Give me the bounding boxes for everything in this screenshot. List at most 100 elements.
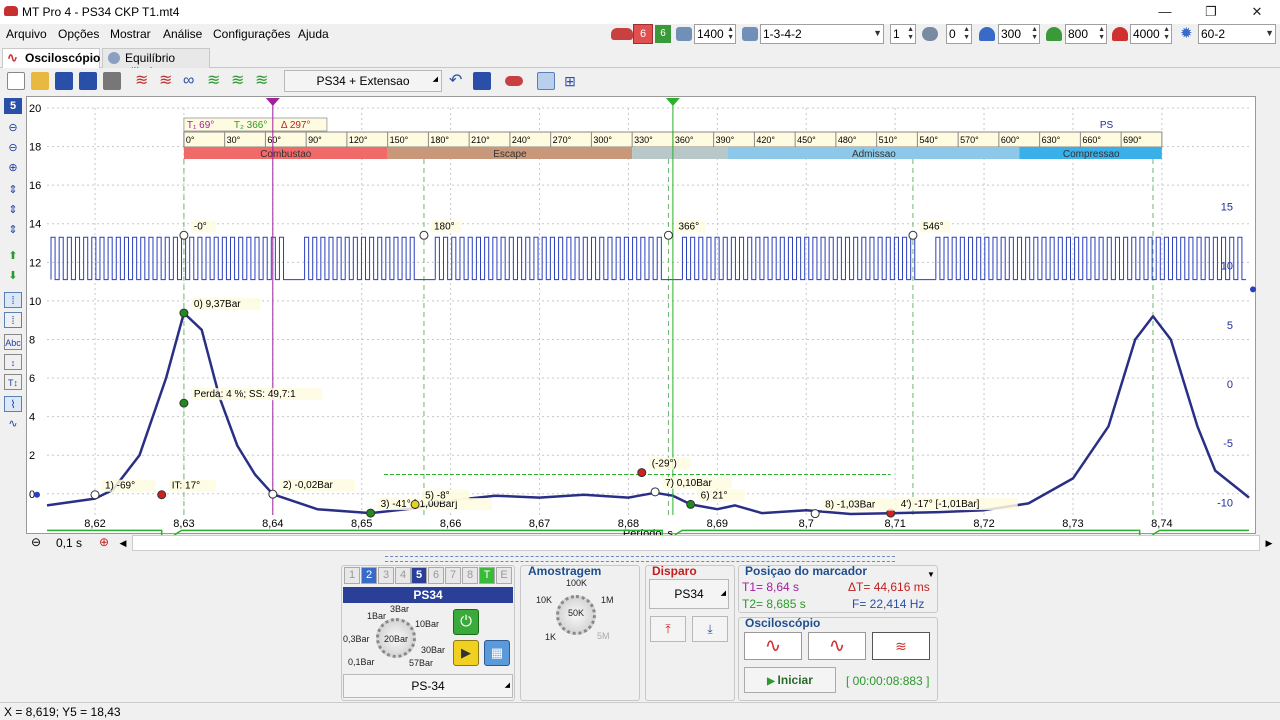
power-button[interactable]: ⏻ <box>453 609 479 635</box>
channel-tab-e[interactable]: E <box>496 567 512 584</box>
car-icon[interactable] <box>611 28 633 40</box>
align-icon[interactable]: ↕ <box>4 354 22 370</box>
annotation-label: 546° <box>923 221 944 232</box>
maximize-button[interactable]: ❐ <box>1205 4 1217 19</box>
time-zoom-bar: ⊖ 0,1 s ⊕ ◀ ▶ <box>26 534 1280 552</box>
new-file-icon[interactable] <box>7 72 25 90</box>
preset-select[interactable]: PS34 + Extensao ◢ <box>284 70 442 92</box>
save-as-icon[interactable] <box>79 72 97 90</box>
menu-arquivo[interactable]: Arquivo <box>6 27 47 41</box>
measure-icon[interactable]: T↕ <box>4 374 22 390</box>
single-wave-button[interactable]: ∿ <box>744 632 802 660</box>
annotation-label: IT: 17° <box>172 481 200 492</box>
trigger-rising-button[interactable]: ⤒ <box>650 616 686 642</box>
idle-rpm-spinner[interactable]: 300 ▲ ▼ <box>998 24 1040 44</box>
max-rpm-spinner[interactable]: 4000 ▲ ▼ <box>1130 24 1172 44</box>
menu-ajuda[interactable]: Ajuda <box>298 27 329 41</box>
offset-spinner[interactable]: 0 ▲ ▼ <box>946 24 972 44</box>
cylinder-spinner[interactable]: 1 ▲ ▼ <box>890 24 916 44</box>
channel-indicator[interactable]: 5 <box>4 98 22 114</box>
recorder-button[interactable]: ≋ <box>872 632 930 660</box>
zoom-out-icon[interactable]: ⊖ <box>8 122 18 134</box>
expand-icon[interactable]: ⇕ <box>8 184 18 196</box>
graph-icon[interactable]: ⌇ <box>4 396 22 412</box>
text-label-icon[interactable]: Abc <box>4 334 22 350</box>
cursor-t1-handle[interactable] <box>265 98 280 106</box>
zoom-in-v-icon[interactable]: ⊖ <box>8 142 18 154</box>
car-red-icon[interactable] <box>505 76 523 86</box>
oscilloscope-plot[interactable]: 20181614121086420151050-5-10-15-208,628,… <box>26 96 1257 628</box>
calculator-button[interactable]: ▦ <box>484 640 510 666</box>
continuous-wave-button[interactable]: ∿ <box>808 632 866 660</box>
panel-splitter[interactable] <box>385 556 895 562</box>
menu-analise[interactable]: Análise <box>163 27 203 41</box>
channel-tab-5[interactable]: 5 <box>411 567 427 584</box>
channel-tab-1[interactable]: 1 <box>344 567 360 584</box>
channel-tab-3[interactable]: 3 <box>378 567 394 584</box>
annotation-label: (-29°) <box>652 459 677 470</box>
print-icon[interactable] <box>103 72 121 90</box>
undo-icon[interactable]: ↶ <box>449 72 463 89</box>
wave-blue-icon[interactable]: ∞ <box>183 72 195 89</box>
y-left-tick-label: 10 <box>29 296 41 308</box>
tab-osciloscopio[interactable]: ∿ Osciloscópio <box>2 48 100 69</box>
cursor-t1-icon[interactable]: ⁞ <box>4 292 22 308</box>
shift-icon[interactable]: ⇕ <box>8 224 18 236</box>
gauge-blue-icon <box>979 27 995 41</box>
markers-icon[interactable]: ⊞ <box>564 73 576 89</box>
zoom-in-time-icon[interactable]: ⊕ <box>98 535 110 549</box>
tooth-wheel-select[interactable]: 60-2 ▼ <box>1198 24 1276 44</box>
wave-green-icon[interactable]: ≋ <box>207 72 221 89</box>
tab-equilibrio-cilindro[interactable]: Equilíbrio cilindro <box>102 48 210 79</box>
annotation-point <box>663 230 673 240</box>
x-tick-label: 8,66 <box>440 518 461 530</box>
trigger-falling-button[interactable]: ⤓ <box>692 616 728 642</box>
channel-tab-7[interactable]: 7 <box>445 567 461 584</box>
save-icon[interactable] <box>55 72 73 90</box>
degree-label: 600° <box>1001 135 1020 145</box>
wave-red-icon[interactable]: ≋ <box>135 72 149 89</box>
mid-rpm-spinner[interactable]: 800 ▲ ▼ <box>1065 24 1107 44</box>
marker-menu-arrow[interactable]: ▼ <box>927 570 935 579</box>
graph2-icon[interactable]: ∿ <box>8 418 18 430</box>
zoom-out-time-icon[interactable]: ⊖ <box>30 535 42 549</box>
wave-green2-icon[interactable]: ≋ <box>231 72 245 89</box>
channel-tab-2[interactable]: 2 <box>361 567 377 584</box>
horizontal-scrollbar[interactable] <box>132 535 1260 551</box>
channel-tab-t[interactable]: T <box>479 567 495 584</box>
wave-cross-icon[interactable]: ≋ <box>159 72 173 89</box>
channel-tab-4[interactable]: 4 <box>395 567 411 584</box>
firing-order-select[interactable]: 1-3-4-2 ▼ <box>760 24 884 44</box>
scroll-left-button[interactable]: ◀ <box>119 538 127 548</box>
channel-tab-8[interactable]: 8 <box>462 567 478 584</box>
compress-icon[interactable]: ⇕ <box>8 204 18 216</box>
scroll-right-button[interactable]: ▶ <box>1265 538 1273 548</box>
menu-mostrar[interactable]: Mostrar <box>110 27 151 41</box>
arrow-up-icon[interactable]: ⬆ <box>8 250 18 262</box>
open-folder-icon[interactable] <box>31 72 49 90</box>
rpm-spinner[interactable]: 1400 ▲ ▼ <box>694 24 736 44</box>
diesel-button[interactable]: 6 <box>655 25 671 43</box>
trigger-source-select[interactable]: PS34 ◢ <box>649 579 729 609</box>
trigger-source-label: PS34 <box>674 587 704 601</box>
waveform-chart[interactable]: 20181614121086420151050-5-10-15-208,628,… <box>27 97 1257 628</box>
cursor-t2-icon[interactable]: ⁞ <box>4 312 22 328</box>
sensor-select[interactable]: PS-34 ◢ <box>343 674 513 698</box>
play-channel-button[interactable]: ▶ <box>453 640 479 666</box>
close-button[interactable]: ✕ <box>1251 4 1263 19</box>
minimize-button[interactable]: — <box>1158 4 1172 19</box>
zoom-plus-icon[interactable]: ⊕ <box>8 162 18 174</box>
cursor-marker-label: T₂ 366° <box>234 120 267 131</box>
menu-opcoes[interactable]: Opções <box>58 27 100 41</box>
channel-tab-6[interactable]: 6 <box>428 567 444 584</box>
ignition-button[interactable]: 6 <box>633 24 653 44</box>
save-preset-icon[interactable] <box>473 72 491 90</box>
range-knob[interactable] <box>376 618 416 658</box>
hand-cursor-icon[interactable] <box>537 72 555 90</box>
cursor-t2-handle[interactable] <box>665 98 680 106</box>
wave-green3-icon[interactable]: ≋ <box>255 72 269 89</box>
arrow-down-icon[interactable]: ⬇ <box>8 270 18 282</box>
menu-configuracoes[interactable]: Configurações <box>213 27 291 41</box>
sampling-knob[interactable] <box>556 595 596 635</box>
start-button[interactable]: ▶ Iniciar <box>744 667 836 693</box>
